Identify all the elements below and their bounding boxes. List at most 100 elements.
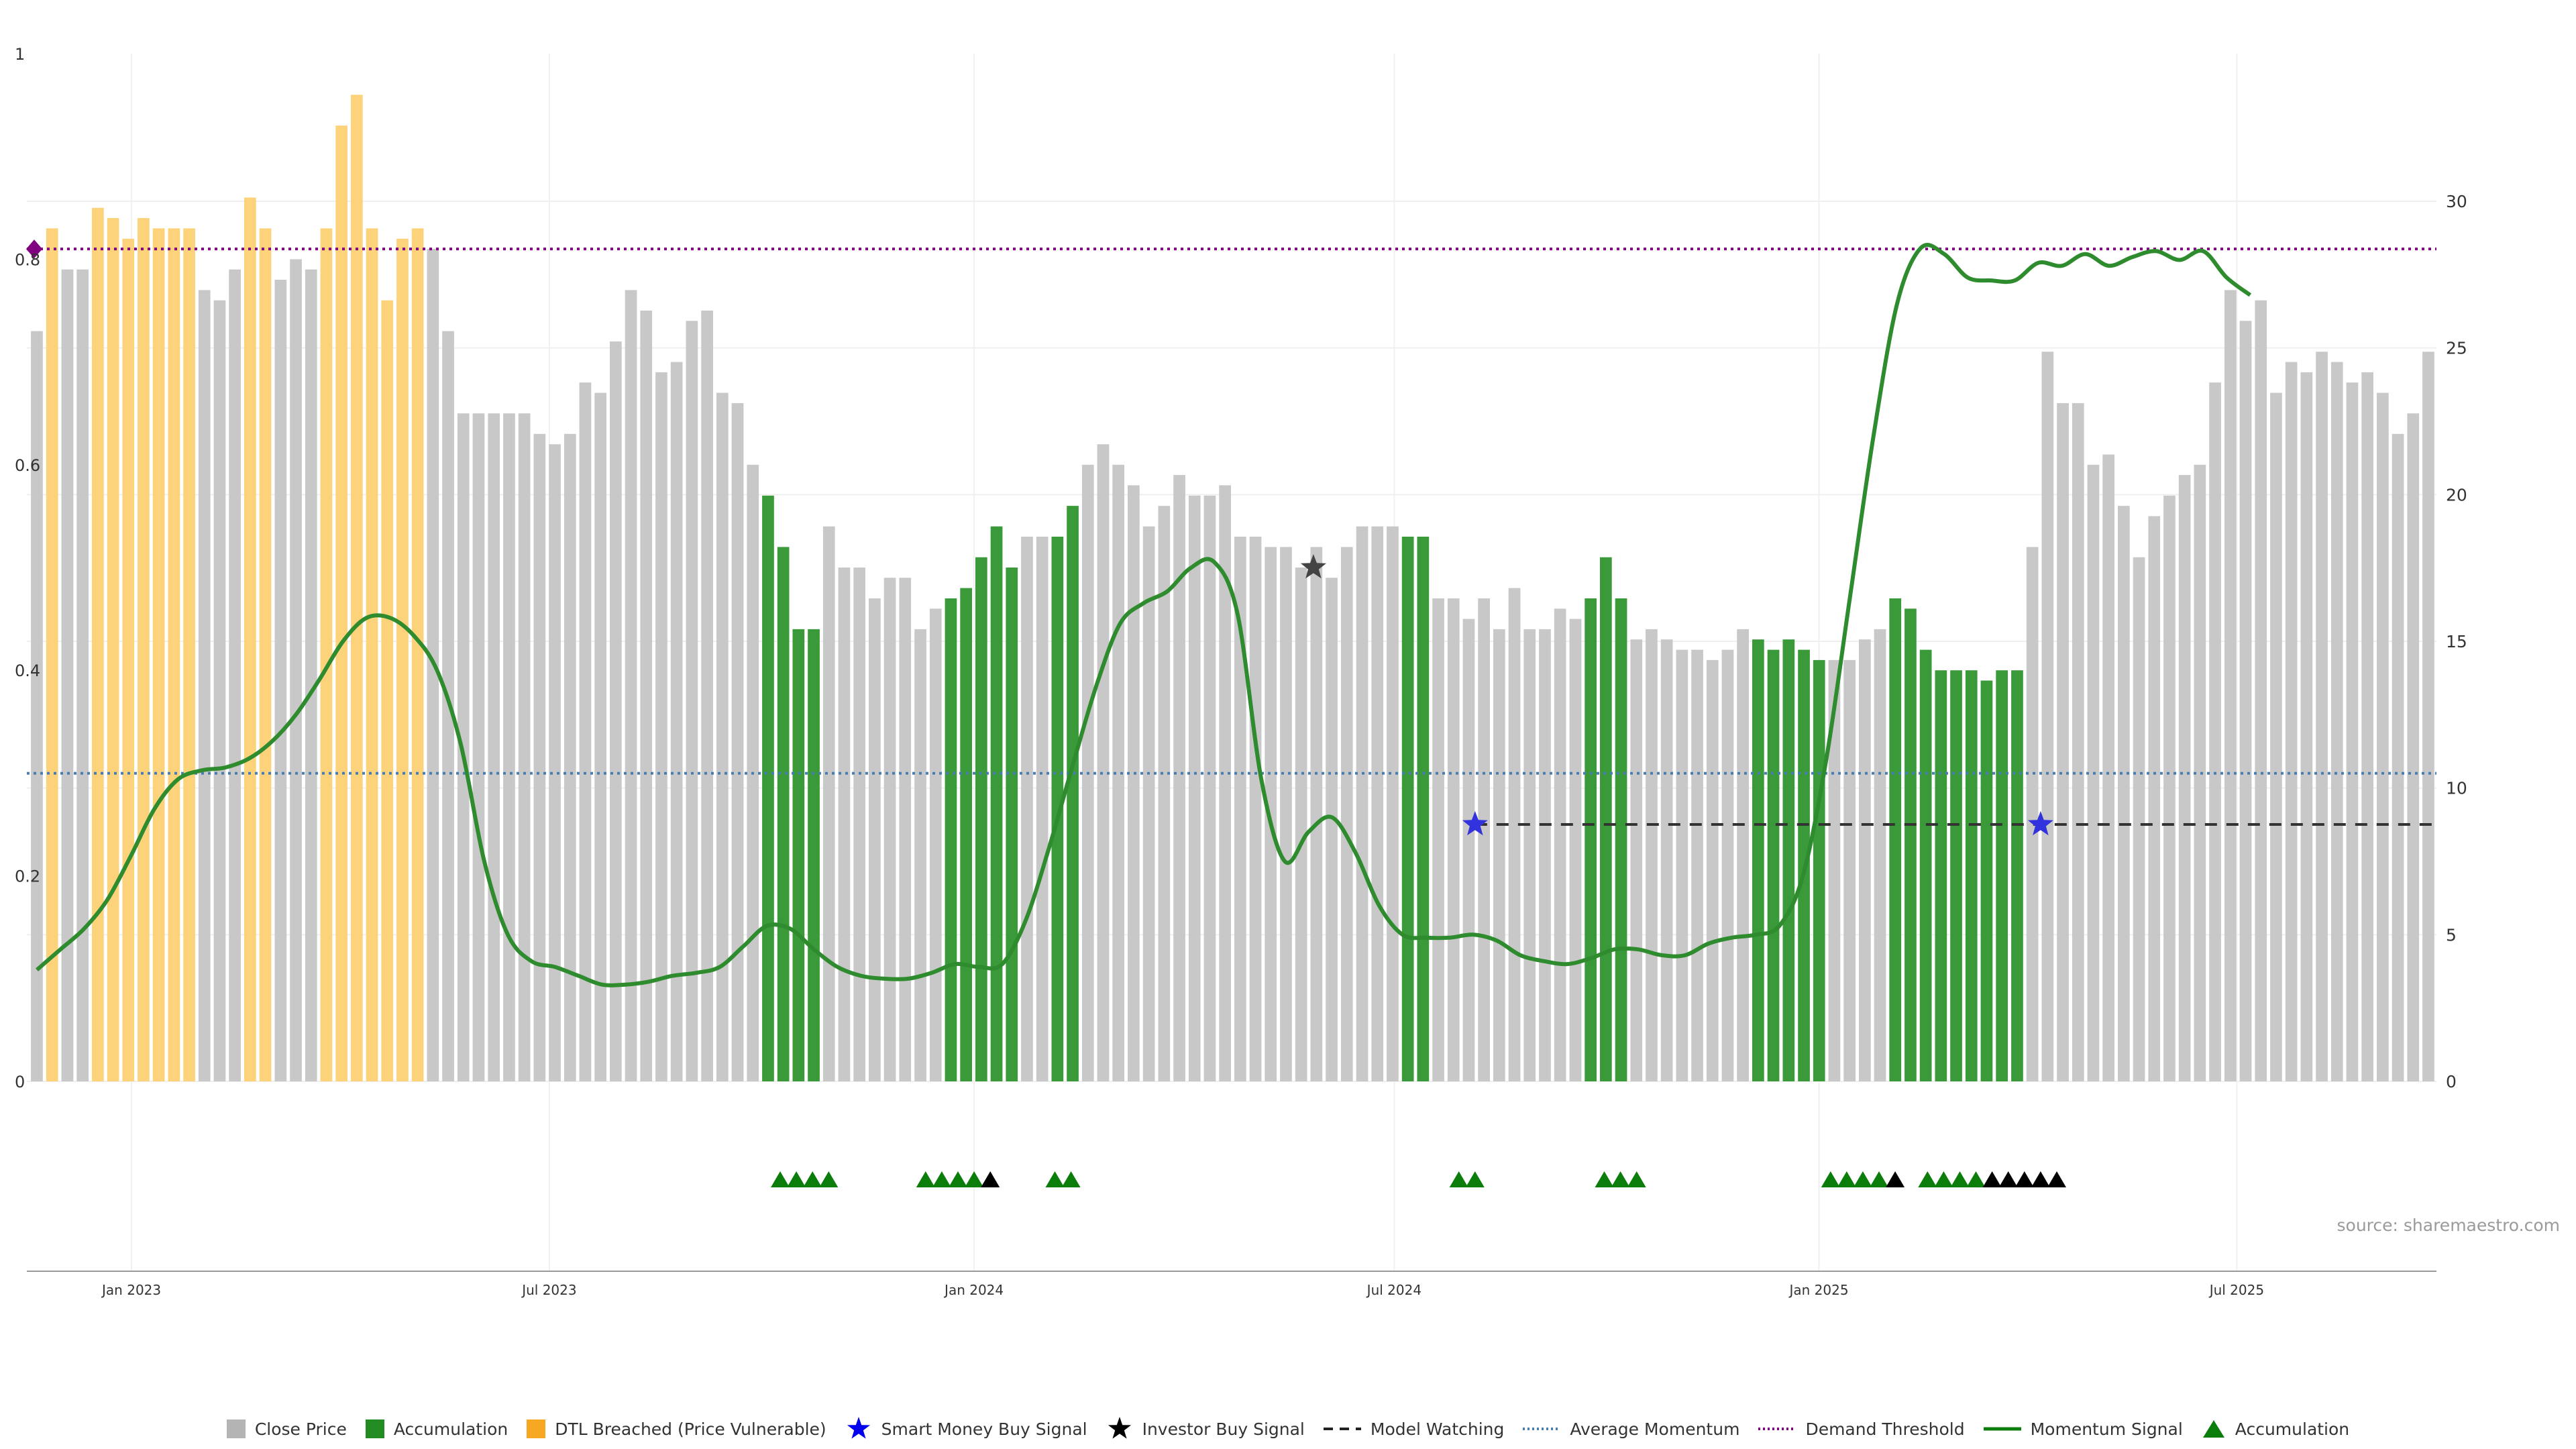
price-bar-dtl xyxy=(351,95,363,1081)
price-bar-normal xyxy=(822,526,835,1081)
price-bar-normal xyxy=(2270,392,2282,1081)
legend-accumulation-label: Accumulation xyxy=(393,1419,508,1439)
price-bar-normal xyxy=(1097,444,1110,1081)
price-bar-normal xyxy=(1478,598,1490,1081)
price-bar-normal xyxy=(2057,402,2069,1081)
price-bar-normal xyxy=(2392,433,2404,1081)
signal-markers xyxy=(26,239,2053,836)
price-bar-normal xyxy=(1706,659,1719,1081)
price-bar-accumulation xyxy=(1067,506,1079,1081)
price-bar-normal xyxy=(869,598,881,1081)
price-bar-normal xyxy=(1493,629,1505,1081)
price-bar-normal xyxy=(1828,659,1841,1081)
price-bar-normal xyxy=(2026,547,2039,1081)
legend-close-price-label: Close Price xyxy=(254,1419,347,1439)
price-bar-normal xyxy=(1843,659,1856,1081)
legend-model-watching: Model Watching xyxy=(1323,1419,1505,1439)
price-bar-normal xyxy=(2330,362,2343,1081)
price-bar-accumulation xyxy=(1904,608,1917,1081)
price-bar-normal xyxy=(701,311,713,1081)
price-bar-normal xyxy=(1310,547,1323,1081)
x-axis-tick-label: Jan 2024 xyxy=(943,1282,1004,1298)
price-bar-normal xyxy=(1539,629,1551,1081)
price-bar-normal xyxy=(305,269,317,1082)
price-bar-normal xyxy=(1188,495,1201,1081)
legend-investor: Investor Buy Signal xyxy=(1106,1415,1305,1442)
price-bar-normal xyxy=(929,608,942,1081)
price-bar-normal xyxy=(1447,598,1460,1081)
legend-momentum-signal-label: Momentum Signal xyxy=(2030,1419,2183,1439)
accumulation-triangle-black xyxy=(1886,1171,1905,1187)
left-axis-tick-label: 0.2 xyxy=(15,867,40,886)
price-bar-normal xyxy=(472,413,485,1081)
price-bar-normal xyxy=(2072,402,2084,1081)
price-bar-normal xyxy=(1356,526,1368,1081)
close-price-swatch xyxy=(226,1419,246,1438)
legend: Close Price Accumulation DTL Breached (P… xyxy=(0,1414,2576,1444)
legend-model-watching-label: Model Watching xyxy=(1370,1419,1505,1439)
price-bar-accumulation xyxy=(1006,568,1018,1081)
price-bar-normal xyxy=(2239,321,2252,1081)
price-bar-normal xyxy=(76,269,89,1082)
dotted-blue-line-icon xyxy=(1523,1428,1561,1430)
smart-money-star xyxy=(1462,811,1488,836)
price-bar-accumulation xyxy=(960,588,972,1081)
accumulation-triangle-green xyxy=(1853,1171,1872,1187)
price-bar-normal xyxy=(198,290,211,1081)
price-bar-normal xyxy=(290,259,302,1081)
momentum-signal-path xyxy=(36,243,2252,987)
price-bar-normal xyxy=(61,269,74,1082)
legend-accumulation-marker: Accumulation xyxy=(2202,1419,2349,1439)
right-axis-tick-label: 30 xyxy=(2446,192,2467,211)
accumulation-triangle-green xyxy=(787,1171,806,1187)
price-bar-accumulation xyxy=(2011,670,2023,1081)
x-axis-tick-label: Jul 2025 xyxy=(2208,1282,2264,1298)
demand-threshold-diamond xyxy=(26,239,42,259)
price-bar-normal xyxy=(1265,547,1277,1081)
price-bar-normal xyxy=(1660,639,1673,1081)
left-axis-tick-label: 0 xyxy=(15,1073,25,1091)
x-axis-tick-label: Jan 2023 xyxy=(101,1282,161,1298)
accumulation-triangle-green xyxy=(916,1171,935,1187)
accumulation-triangle-green xyxy=(1611,1171,1630,1187)
legend-demand-threshold: Demand Threshold xyxy=(1758,1419,1965,1439)
price-bar-normal xyxy=(1371,526,1384,1081)
price-bar-normal xyxy=(2422,352,2434,1081)
price-bar-normal xyxy=(229,269,241,1082)
price-bar-normal xyxy=(1158,506,1171,1081)
price-bar-normal xyxy=(670,362,683,1081)
price-bar-normal xyxy=(1173,475,1185,1081)
x-axis-tick-label: Jul 2024 xyxy=(1366,1282,1421,1298)
price-bar-normal xyxy=(899,578,912,1081)
price-bar-normal xyxy=(1295,568,1307,1081)
price-bar-normal xyxy=(1219,485,1231,1081)
price-bar-normal xyxy=(549,444,561,1081)
price-bar-normal xyxy=(2300,372,2313,1081)
price-bar-normal xyxy=(1874,629,1886,1081)
legend-smart-money-label: Smart Money Buy Signal xyxy=(881,1419,1087,1439)
green-line-icon xyxy=(1983,1427,2021,1431)
price-bar-accumulation xyxy=(1919,649,1932,1081)
accumulation-subpanel xyxy=(771,1171,2066,1187)
price-bar-accumulation xyxy=(1767,649,1780,1081)
accumulation-triangle-green xyxy=(1950,1171,1970,1187)
price-bar-accumulation xyxy=(1813,659,1825,1081)
price-bar-accumulation xyxy=(975,557,987,1081)
price-bar-dtl xyxy=(107,218,119,1082)
accumulation-triangle-green xyxy=(965,1171,984,1187)
accumulation-triangle-green xyxy=(803,1171,822,1187)
right-axis-tick-label: 0 xyxy=(2446,1072,2457,1091)
price-bar-dtl xyxy=(396,238,409,1081)
price-bar-normal xyxy=(610,341,622,1081)
price-bar-normal xyxy=(1326,578,1338,1081)
price-bar-normal xyxy=(2285,362,2298,1081)
accumulation-triangle-green xyxy=(1595,1171,1614,1187)
price-bar-normal xyxy=(1036,537,1049,1081)
accumulation-triangle-green xyxy=(1465,1171,1485,1187)
price-bar-normal xyxy=(1462,619,1475,1081)
accumulation-triangle-green xyxy=(949,1171,967,1187)
price-bar-normal xyxy=(2209,382,2221,1082)
price-bar-normal xyxy=(503,413,515,1081)
price-bar-accumulation xyxy=(1051,537,1064,1081)
